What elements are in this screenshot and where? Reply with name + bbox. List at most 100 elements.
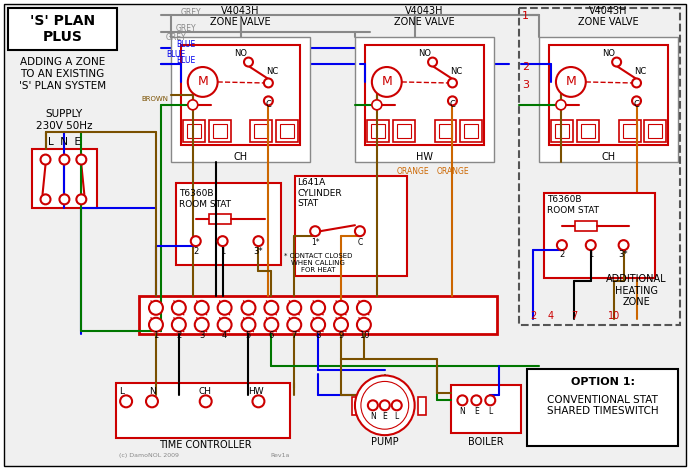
Text: SUPPLY
230V 50Hz: SUPPLY 230V 50Hz <box>36 109 92 131</box>
Text: BLUE: BLUE <box>166 50 185 58</box>
Text: BROWN: BROWN <box>141 96 168 102</box>
Circle shape <box>195 318 208 332</box>
Circle shape <box>172 318 186 332</box>
Bar <box>464 124 478 138</box>
Text: C: C <box>357 238 362 247</box>
Text: 9: 9 <box>338 331 344 340</box>
Circle shape <box>244 58 253 66</box>
Text: N: N <box>460 407 465 416</box>
Circle shape <box>77 154 86 165</box>
Circle shape <box>355 226 365 236</box>
Text: ORANGE: ORANGE <box>436 167 469 176</box>
Text: NO: NO <box>234 49 247 58</box>
Text: T6360B
ROOM STAT: T6360B ROOM STAT <box>179 190 231 209</box>
Text: Rev1a: Rev1a <box>270 453 290 458</box>
Bar <box>213 124 226 138</box>
Text: 4: 4 <box>222 331 227 340</box>
Text: N: N <box>149 388 156 396</box>
Circle shape <box>149 318 163 332</box>
Circle shape <box>556 100 566 110</box>
Text: L: L <box>488 407 493 416</box>
Text: 8: 8 <box>315 331 321 340</box>
Text: L: L <box>119 388 124 396</box>
Bar <box>555 124 569 138</box>
Bar <box>397 124 411 138</box>
Text: 2: 2 <box>176 331 181 340</box>
Text: L641A
CYLINDER
STAT: L641A CYLINDER STAT <box>297 178 342 208</box>
Circle shape <box>632 96 641 105</box>
Text: GREY: GREY <box>176 24 197 33</box>
Bar <box>365 45 484 145</box>
Circle shape <box>149 301 163 315</box>
Circle shape <box>188 67 217 97</box>
Bar <box>277 120 298 142</box>
Text: NC: NC <box>266 67 279 76</box>
Text: 3: 3 <box>199 331 204 340</box>
Bar <box>116 383 290 438</box>
Text: 2: 2 <box>560 249 564 259</box>
Text: V4043H
ZONE VALVE: V4043H ZONE VALVE <box>578 6 639 27</box>
Bar <box>544 193 656 278</box>
Circle shape <box>253 236 264 246</box>
Circle shape <box>287 301 302 315</box>
Bar <box>171 37 310 161</box>
Text: HW: HW <box>416 152 433 161</box>
Text: CH: CH <box>199 388 212 396</box>
Circle shape <box>287 318 302 332</box>
Bar <box>577 120 599 142</box>
Text: TIME CONTROLLER: TIME CONTROLLER <box>159 440 252 450</box>
Text: PUMP: PUMP <box>371 437 399 447</box>
Text: C: C <box>266 100 271 110</box>
Circle shape <box>619 240 629 250</box>
Circle shape <box>372 100 382 110</box>
Text: 3: 3 <box>522 80 529 90</box>
Circle shape <box>485 395 495 405</box>
Bar <box>250 120 273 142</box>
Text: * CONTACT CLOSED
WHEN CALLING
FOR HEAT: * CONTACT CLOSED WHEN CALLING FOR HEAT <box>284 253 353 273</box>
Text: CH: CH <box>233 152 248 161</box>
Bar <box>352 397 360 415</box>
Text: (c) DamoNOL 2009: (c) DamoNOL 2009 <box>119 453 179 458</box>
Circle shape <box>310 226 320 236</box>
Text: T6360B
ROOM STAT: T6360B ROOM STAT <box>547 195 599 215</box>
Circle shape <box>334 318 348 332</box>
Circle shape <box>357 318 371 332</box>
Circle shape <box>372 67 402 97</box>
Bar <box>581 124 595 138</box>
Text: CH: CH <box>602 152 615 161</box>
Circle shape <box>556 67 586 97</box>
Bar <box>8 8 117 50</box>
Text: GREY: GREY <box>166 33 186 42</box>
Text: E: E <box>474 407 479 416</box>
Circle shape <box>357 301 371 315</box>
Circle shape <box>217 301 232 315</box>
Circle shape <box>217 236 228 246</box>
Text: 5: 5 <box>246 331 251 340</box>
Text: 6: 6 <box>268 331 274 340</box>
Text: NO: NO <box>418 49 431 58</box>
Text: ADDING A ZONE
TO AN EXISTING
'S' PLAN SYSTEM: ADDING A ZONE TO AN EXISTING 'S' PLAN SY… <box>19 58 106 91</box>
Text: HW: HW <box>248 388 264 396</box>
Text: 4: 4 <box>548 311 554 321</box>
Circle shape <box>557 240 567 250</box>
Circle shape <box>368 400 378 410</box>
Circle shape <box>612 58 621 66</box>
Circle shape <box>190 236 201 246</box>
Bar <box>393 120 415 142</box>
Bar <box>619 120 640 142</box>
Circle shape <box>59 194 70 205</box>
Text: V4043H
ZONE VALVE: V4043H ZONE VALVE <box>394 6 455 27</box>
Circle shape <box>311 301 325 315</box>
Text: M: M <box>382 75 392 88</box>
Circle shape <box>41 194 50 205</box>
Bar <box>139 296 497 334</box>
Bar <box>575 221 597 231</box>
Circle shape <box>448 96 457 105</box>
Text: ADDITIONAL
HEATING
ZONE: ADDITIONAL HEATING ZONE <box>607 274 667 307</box>
Text: 1: 1 <box>153 331 159 340</box>
Bar <box>551 120 573 142</box>
Circle shape <box>264 96 273 105</box>
Circle shape <box>172 301 186 315</box>
Text: NC: NC <box>451 67 462 76</box>
Circle shape <box>41 154 50 165</box>
